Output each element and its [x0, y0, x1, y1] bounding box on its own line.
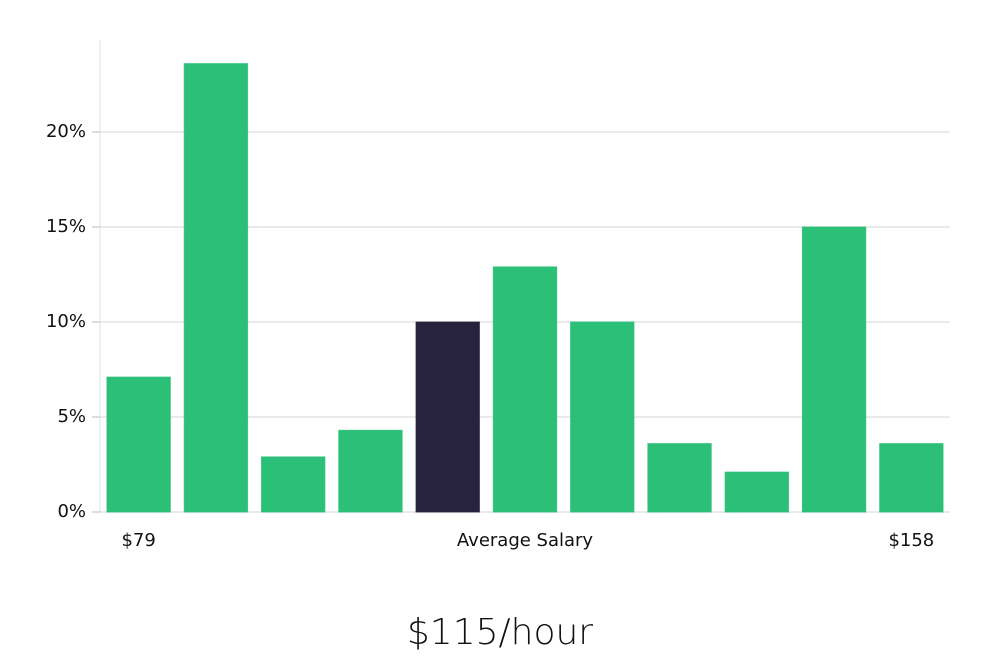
y-tick-label: 20% — [46, 121, 86, 142]
x-axis-label: Average Salary — [457, 530, 594, 551]
bar — [106, 376, 171, 513]
y-tick-label: 0% — [57, 501, 86, 522]
y-tick-label: 15% — [46, 216, 86, 237]
bar — [338, 429, 403, 513]
x-tick-label: $79 — [121, 530, 155, 551]
bar — [879, 443, 944, 513]
y-tick-label: 5% — [57, 406, 86, 427]
x-tick-label: $158 — [888, 530, 934, 551]
bar — [724, 471, 789, 513]
bar — [183, 63, 249, 513]
bar — [261, 456, 326, 513]
bar — [647, 443, 712, 513]
bar — [415, 321, 480, 513]
bar — [570, 321, 635, 513]
bar — [492, 266, 558, 513]
y-tick-label: 10% — [46, 311, 86, 332]
average-salary: $115/hour — [407, 612, 593, 653]
bar — [801, 226, 867, 513]
